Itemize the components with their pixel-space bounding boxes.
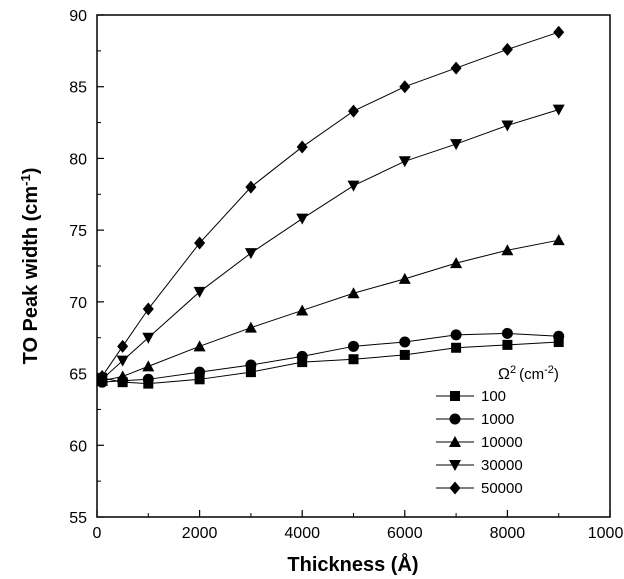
y-axis-title-sup: -1 <box>18 174 33 186</box>
series-100 <box>97 337 564 389</box>
data-point <box>348 181 360 192</box>
legend-label: 1000 <box>481 411 514 428</box>
series-30000 <box>96 105 565 386</box>
y-axis-title-main: TO Peak width (cm <box>20 186 42 365</box>
data-point <box>194 340 206 351</box>
y-tick-label: 75 <box>69 223 87 240</box>
data-point <box>117 340 128 353</box>
x-tick-label: 0 <box>93 525 102 542</box>
series-layer <box>96 26 565 389</box>
data-point <box>142 360 154 371</box>
data-point <box>348 341 359 352</box>
x-tick-label: 8000 <box>490 525 526 542</box>
legend-marker <box>450 482 461 495</box>
data-point <box>502 328 513 339</box>
data-point <box>553 234 565 245</box>
y-tick-label: 80 <box>69 151 87 168</box>
data-point <box>348 105 359 118</box>
data-point <box>553 26 564 39</box>
legend-item-100: 100 <box>436 388 506 405</box>
legend-marker <box>450 414 461 425</box>
legend-marker <box>450 391 460 401</box>
x-tick-label: 10000 <box>588 525 624 542</box>
data-point <box>143 374 154 385</box>
data-point <box>297 140 308 153</box>
y-tick-label: 90 <box>69 8 87 25</box>
legend-title-unit-sup: -2 <box>544 364 554 376</box>
legend-item-50000: 50000 <box>436 480 523 497</box>
data-point <box>348 287 360 298</box>
x-tick-label: 6000 <box>387 525 423 542</box>
data-point <box>451 343 461 353</box>
x-axis-title: Thickness (Å) <box>287 552 418 576</box>
y-tick-label: 55 <box>69 510 87 527</box>
legend-title-close: ) <box>554 366 559 383</box>
legend-item-10000: 10000 <box>436 434 523 451</box>
data-point <box>400 350 410 360</box>
legend-label: 50000 <box>481 480 523 497</box>
data-point <box>245 359 256 370</box>
series-line <box>102 240 559 381</box>
y-tick-label: 60 <box>69 438 87 455</box>
plot-frame <box>97 15 610 517</box>
data-point <box>117 370 129 381</box>
series-50000 <box>97 26 565 383</box>
data-point <box>349 354 359 364</box>
legend-label: 30000 <box>481 457 523 474</box>
data-point <box>451 329 462 340</box>
series-line <box>102 110 559 380</box>
data-point <box>296 214 308 225</box>
data-point <box>501 120 513 131</box>
data-point <box>553 331 564 342</box>
data-point <box>502 340 512 350</box>
data-point <box>450 257 462 268</box>
legend-title-unit: (cm <box>519 366 544 383</box>
y-tick-label: 70 <box>69 295 87 312</box>
x-tick-label: 2000 <box>182 525 218 542</box>
data-point <box>502 43 513 56</box>
data-point <box>245 248 257 259</box>
series-line <box>102 32 559 376</box>
y-axis-title: TO Peak width (cm-1) <box>18 168 43 365</box>
data-point <box>245 322 257 333</box>
legend: Ω2 (cm-2) 100 1000 10000 30000 50000 <box>436 364 559 497</box>
legend-label: 10000 <box>481 434 523 451</box>
series-1000 <box>97 328 565 388</box>
axis-ticks: 0 2000 4000 6000 8000 10000 55 60 65 70 75 80 85 90 <box>69 8 624 542</box>
data-point <box>399 337 410 348</box>
y-tick-label: 85 <box>69 80 87 97</box>
data-point <box>450 139 462 150</box>
data-point <box>296 304 308 315</box>
legend-label: 100 <box>481 388 506 405</box>
x-tick-label: 4000 <box>284 525 320 542</box>
data-point <box>399 80 410 93</box>
legend-item-1000: 1000 <box>436 411 514 428</box>
data-point <box>553 105 565 116</box>
y-tick-label: 65 <box>69 367 87 384</box>
legend-title-symbol: Ω <box>498 366 510 383</box>
y-axis-title-close: ) <box>20 168 42 175</box>
series-10000 <box>96 234 565 386</box>
data-point <box>451 62 462 75</box>
data-point <box>194 367 205 378</box>
legend-item-30000: 30000 <box>436 457 523 474</box>
legend-title: Ω2 (cm-2) <box>498 364 559 383</box>
data-point <box>399 156 411 167</box>
data-point <box>399 273 411 284</box>
series-line <box>102 342 559 384</box>
data-point <box>297 351 308 362</box>
legend-title-sup: 2 <box>510 364 516 376</box>
